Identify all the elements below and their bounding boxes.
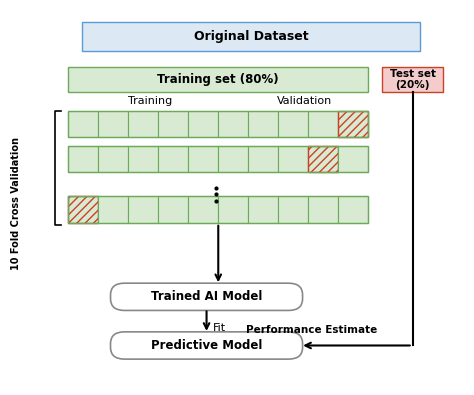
FancyBboxPatch shape xyxy=(98,146,128,172)
FancyBboxPatch shape xyxy=(68,111,98,137)
Text: Predictive Model: Predictive Model xyxy=(151,339,262,352)
FancyBboxPatch shape xyxy=(278,111,308,137)
FancyBboxPatch shape xyxy=(188,111,218,137)
FancyBboxPatch shape xyxy=(82,22,419,51)
Text: Validation: Validation xyxy=(277,96,333,106)
FancyBboxPatch shape xyxy=(338,146,368,172)
FancyBboxPatch shape xyxy=(128,146,158,172)
FancyBboxPatch shape xyxy=(68,196,98,223)
FancyBboxPatch shape xyxy=(218,196,248,223)
FancyBboxPatch shape xyxy=(278,196,308,223)
Text: Original Dataset: Original Dataset xyxy=(194,30,309,43)
FancyBboxPatch shape xyxy=(218,146,248,172)
Text: Trained AI Model: Trained AI Model xyxy=(151,290,262,303)
Text: 10 Fold Cross Validation: 10 Fold Cross Validation xyxy=(11,137,21,270)
FancyBboxPatch shape xyxy=(158,146,188,172)
FancyBboxPatch shape xyxy=(68,146,98,172)
FancyBboxPatch shape xyxy=(188,146,218,172)
FancyBboxPatch shape xyxy=(338,111,368,137)
FancyBboxPatch shape xyxy=(248,146,278,172)
Text: Fit: Fit xyxy=(213,323,226,333)
FancyBboxPatch shape xyxy=(110,332,302,359)
FancyBboxPatch shape xyxy=(382,67,443,92)
FancyBboxPatch shape xyxy=(248,111,278,137)
FancyBboxPatch shape xyxy=(248,196,278,223)
FancyBboxPatch shape xyxy=(308,111,338,137)
FancyBboxPatch shape xyxy=(158,196,188,223)
FancyBboxPatch shape xyxy=(128,111,158,137)
Text: Training: Training xyxy=(128,96,173,106)
FancyBboxPatch shape xyxy=(98,196,128,223)
FancyBboxPatch shape xyxy=(110,283,302,310)
FancyBboxPatch shape xyxy=(218,111,248,137)
FancyBboxPatch shape xyxy=(158,111,188,137)
FancyBboxPatch shape xyxy=(98,111,128,137)
FancyBboxPatch shape xyxy=(128,196,158,223)
FancyBboxPatch shape xyxy=(308,146,338,172)
FancyBboxPatch shape xyxy=(278,146,308,172)
FancyBboxPatch shape xyxy=(338,196,368,223)
Text: Performance Estimate: Performance Estimate xyxy=(246,325,377,335)
FancyBboxPatch shape xyxy=(308,196,338,223)
Text: Training set (80%): Training set (80%) xyxy=(157,73,279,86)
Text: Test set
(20%): Test set (20%) xyxy=(390,69,436,90)
FancyBboxPatch shape xyxy=(68,67,368,92)
FancyBboxPatch shape xyxy=(188,196,218,223)
